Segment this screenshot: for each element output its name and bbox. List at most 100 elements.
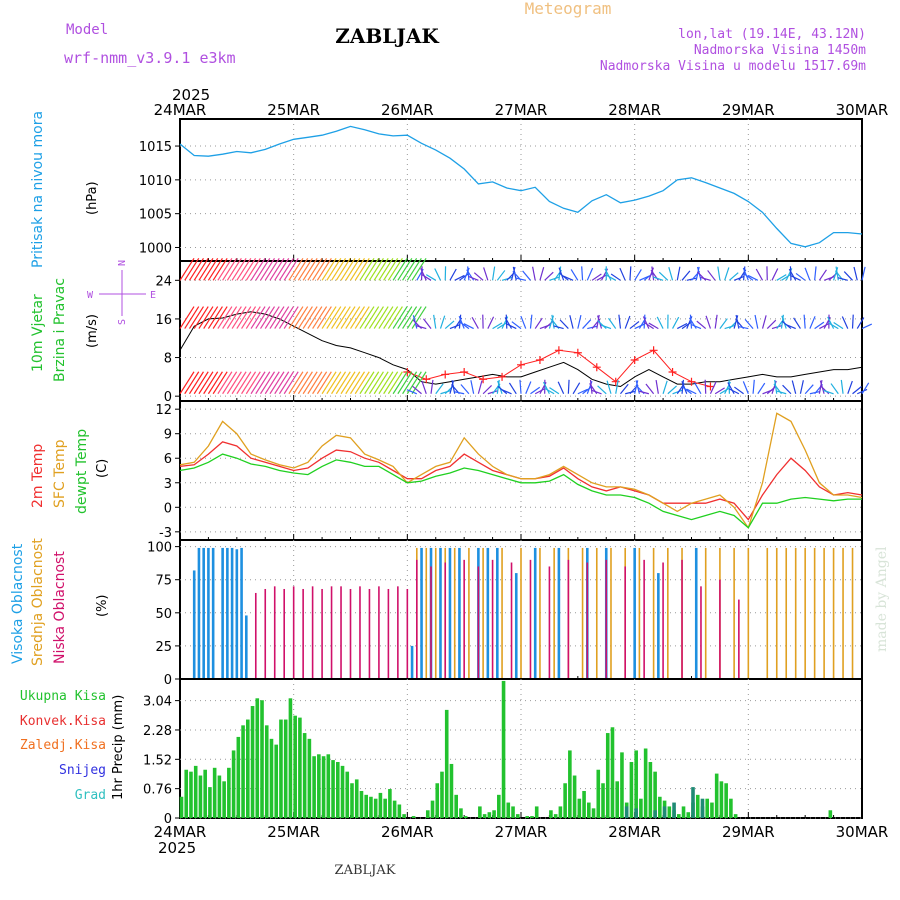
precip-bar [184, 769, 189, 818]
cloud-bar-niska [444, 562, 447, 679]
wind-barb [241, 257, 257, 281]
wind-barb [354, 371, 370, 395]
wind-barb [733, 275, 745, 281]
wind-barb [543, 381, 550, 395]
legend-grad: Grad [75, 788, 106, 803]
y-tick-label: 75 [155, 574, 172, 589]
cloud-ylabel-3: Niska Oblacnost [52, 551, 68, 664]
cloud-bar-visoka [633, 547, 636, 679]
wind-barb [368, 306, 384, 329]
wind-barb [378, 257, 394, 281]
model-name: wrf-nmm_v3.9.1 e3km [64, 49, 236, 67]
precip-bar [302, 733, 307, 818]
precip-bar [340, 765, 345, 818]
cloud-bar-srednja [482, 547, 484, 679]
cloud-bar-srednja [453, 547, 456, 679]
precip-bar [435, 783, 440, 818]
wind-barb [655, 379, 659, 394]
wind-barb [604, 268, 612, 281]
gust-marker [517, 360, 525, 369]
wind-barb [274, 257, 290, 281]
wind-barb [781, 273, 792, 281]
precip-bar [345, 771, 350, 818]
y-tick-label: 0 [164, 812, 172, 827]
wind-barb [782, 384, 792, 395]
wind-barb [734, 386, 744, 395]
cloud-bar-srednja [823, 547, 825, 679]
x-label-top: 26MAR [381, 101, 434, 119]
y-tick-label: 8 [164, 352, 172, 367]
cloud-bar-srednja [804, 547, 806, 679]
x-labels-top: 24MAR 25MAR 26MAR 27MAR 28MAR 29MAR 30MAR [154, 101, 889, 119]
wind-barb [288, 371, 304, 395]
cloud-ylabel-2: Srednja Oblacnost [30, 538, 46, 666]
cloud-bar-niska [283, 588, 285, 679]
wind-barb [250, 371, 266, 395]
wind-barb [349, 306, 366, 329]
precip-bar [317, 754, 321, 818]
compass-e: E [150, 290, 156, 301]
precip-bar [705, 798, 710, 818]
wind-barb [433, 314, 437, 329]
wind-barb [841, 316, 849, 329]
cloud-bar-srednja [520, 547, 522, 679]
wind-barb [179, 306, 195, 329]
wind-barb [288, 306, 304, 329]
precip-ylabel: 1hr Precip (mm) [111, 695, 126, 800]
wind-barb [297, 371, 313, 395]
cloud-bar-niska [406, 588, 409, 679]
precip-bar [217, 775, 222, 818]
wind-barb [326, 371, 342, 395]
wind-barb [597, 385, 607, 395]
precip-bar [274, 744, 279, 818]
precip-bar [312, 756, 316, 818]
precip-bar [440, 771, 444, 818]
wind-barb [624, 315, 631, 329]
wind-barb [255, 371, 271, 395]
wind-barb [421, 380, 427, 394]
wind-barb [226, 306, 242, 329]
cloud-bar-visoka [657, 573, 660, 679]
cloud-bar-niska [738, 599, 740, 679]
wind-barb [245, 371, 261, 395]
cloud-bar-visoka [486, 547, 490, 679]
precip-bar [719, 781, 724, 818]
precip-bar [530, 816, 534, 818]
watermark: made by Angel [874, 546, 890, 652]
meteogram-label: Meteogram [525, 0, 612, 18]
precip-conv-bar [672, 802, 676, 818]
x-label-top: 30MAR [836, 101, 889, 119]
wind-barb [483, 267, 489, 281]
precip-bar [444, 709, 449, 818]
wind-barb [260, 306, 276, 329]
precip-bar [383, 798, 387, 818]
wind-barb [364, 306, 380, 329]
wind-barb [819, 385, 830, 395]
wind-barb [449, 268, 457, 281]
wind-barb [335, 306, 351, 329]
wind-barb [861, 382, 870, 395]
precip-bar [321, 756, 326, 818]
wind-barb [520, 315, 527, 329]
wind-barb [597, 320, 607, 330]
cloud-bar-visoka [202, 547, 205, 679]
cloud-bar-niska [311, 586, 314, 679]
cloud-bar-srednja [553, 547, 555, 679]
precip-bar [388, 789, 392, 818]
wind-barb [392, 371, 408, 395]
temp-ylabel-1: 2m Temp [30, 444, 46, 508]
wind-barb [203, 371, 219, 395]
cloud-bar-niska [416, 559, 418, 679]
wind-barb [629, 266, 632, 281]
wind-barb [378, 306, 394, 329]
wind-barb [747, 274, 759, 281]
wind-barb [496, 270, 506, 281]
wind-barb [705, 315, 712, 329]
wind-barb [534, 317, 543, 329]
wind-barb [491, 266, 496, 281]
wind-unit: (m/s) [85, 314, 100, 348]
series-dewpt-temp [179, 453, 862, 529]
wind-barb [316, 371, 332, 395]
wind-barb [861, 266, 866, 281]
cloud-bar-niska [387, 588, 390, 679]
